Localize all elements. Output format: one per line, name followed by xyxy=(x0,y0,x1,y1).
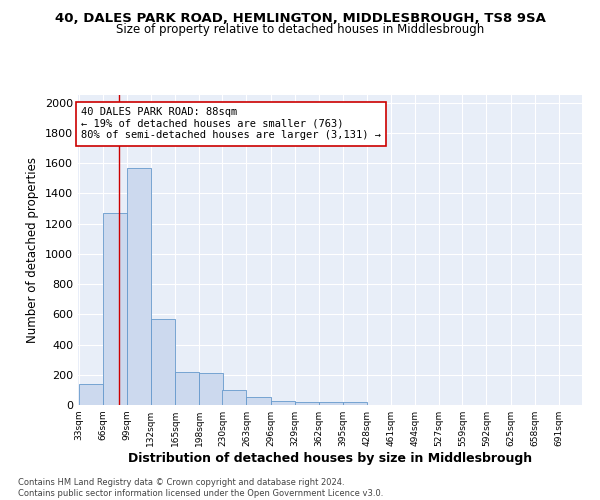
Bar xyxy=(151,319,175,405)
Bar xyxy=(127,168,151,405)
Bar xyxy=(175,372,199,405)
Bar xyxy=(295,402,319,405)
Text: Distribution of detached houses by size in Middlesbrough: Distribution of detached houses by size … xyxy=(128,452,532,465)
Text: Contains HM Land Registry data © Crown copyright and database right 2024.
Contai: Contains HM Land Registry data © Crown c… xyxy=(18,478,383,498)
Text: 40, DALES PARK ROAD, HEMLINGTON, MIDDLESBROUGH, TS8 9SA: 40, DALES PARK ROAD, HEMLINGTON, MIDDLES… xyxy=(55,12,545,26)
Bar xyxy=(79,384,103,405)
Bar xyxy=(103,213,127,405)
Y-axis label: Number of detached properties: Number of detached properties xyxy=(26,157,40,343)
Bar xyxy=(199,373,223,405)
Text: Size of property relative to detached houses in Middlesbrough: Size of property relative to detached ho… xyxy=(116,22,484,36)
Bar xyxy=(223,390,247,405)
Bar xyxy=(319,402,343,405)
Bar xyxy=(247,398,271,405)
Bar xyxy=(271,401,295,405)
Bar xyxy=(343,402,367,405)
Text: 40 DALES PARK ROAD: 88sqm
← 19% of detached houses are smaller (763)
80% of semi: 40 DALES PARK ROAD: 88sqm ← 19% of detac… xyxy=(81,107,381,140)
